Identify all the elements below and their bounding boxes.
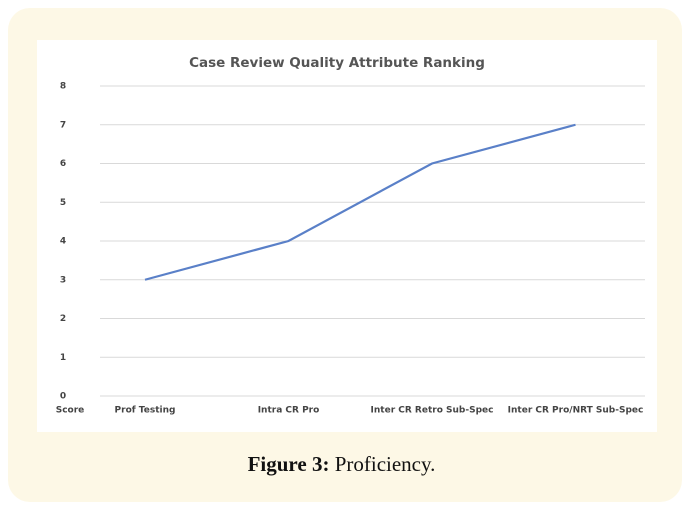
y-tick-label: 4 <box>60 237 66 247</box>
y-tick-label: 0 <box>60 392 66 402</box>
caption-label: Figure 3: <box>247 452 330 476</box>
y-tick-label: 2 <box>60 314 66 324</box>
caption: Figure 3: Proficiency. <box>0 452 683 477</box>
y-tick-label: 6 <box>60 159 66 169</box>
chart-background <box>37 40 657 432</box>
x-tick-label: Intra CR Pro <box>258 406 320 416</box>
axis-label: Score <box>56 406 85 416</box>
y-tick-label: 3 <box>60 275 66 285</box>
y-tick-label: 1 <box>60 353 66 363</box>
y-tick-label: 5 <box>60 198 66 208</box>
caption-text: Proficiency. <box>334 452 436 476</box>
y-tick-label: 8 <box>60 82 66 92</box>
x-tick-label: Prof Testing <box>115 406 176 416</box>
y-tick-label: 7 <box>60 120 66 130</box>
line-series <box>144 123 576 281</box>
chart: Case Review Quality Attribute Ranking Sc… <box>37 40 657 432</box>
chart-title: Case Review Quality Attribute Ranking <box>189 55 485 71</box>
x-tick-label: Inter CR Retro Sub-Spec <box>371 406 494 416</box>
x-tick-label: Inter CR Pro/NRT Sub-Spec <box>508 406 644 416</box>
